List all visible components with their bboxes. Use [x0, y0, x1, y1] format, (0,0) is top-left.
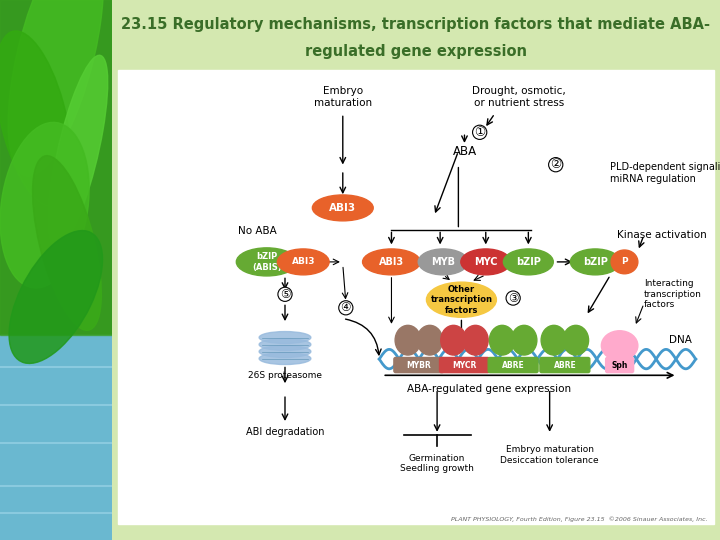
Ellipse shape — [259, 339, 311, 350]
Text: Other
transcription
factors: Other transcription factors — [431, 285, 492, 315]
Text: MYCR: MYCR — [452, 361, 477, 369]
Text: 26S proteasome: 26S proteasome — [248, 371, 322, 380]
Text: ABA: ABA — [452, 145, 477, 158]
Bar — [112, 0, 720, 70]
Text: bZIP: bZIP — [516, 257, 541, 267]
Ellipse shape — [32, 156, 102, 330]
Text: Embryo maturation
Desiccation tolerance: Embryo maturation Desiccation tolerance — [500, 446, 599, 465]
Ellipse shape — [312, 195, 373, 221]
Text: DNA: DNA — [669, 335, 692, 345]
Text: Drought, osmotic,
or nutrient stress: Drought, osmotic, or nutrient stress — [472, 86, 566, 108]
Text: Kinase activation: Kinase activation — [616, 230, 706, 240]
Ellipse shape — [503, 249, 553, 275]
Ellipse shape — [563, 325, 588, 355]
Text: P: P — [621, 258, 628, 266]
Ellipse shape — [8, 0, 104, 176]
Text: PLANT PHYSIOLOGY, Fourth Edition, Figure 23.15  ©2006 Sinauer Associates, Inc.: PLANT PHYSIOLOGY, Fourth Edition, Figure… — [451, 517, 708, 522]
FancyBboxPatch shape — [394, 357, 444, 373]
Text: ②: ② — [550, 158, 562, 171]
Text: ABI3: ABI3 — [292, 258, 315, 266]
Ellipse shape — [9, 231, 102, 363]
Bar — [0, 335, 112, 540]
Ellipse shape — [417, 325, 443, 355]
Text: Embryo
maturation: Embryo maturation — [314, 86, 372, 108]
Ellipse shape — [395, 325, 420, 355]
FancyBboxPatch shape — [488, 357, 538, 373]
Text: Germination
Seedling growth: Germination Seedling growth — [400, 454, 474, 473]
Text: Sph: Sph — [611, 361, 628, 369]
Text: bZIP
(ABIS): bZIP (ABIS) — [252, 252, 282, 272]
Text: ④: ④ — [341, 301, 351, 314]
Text: MYC: MYC — [474, 257, 498, 267]
Ellipse shape — [236, 248, 297, 276]
Text: bZIP: bZIP — [583, 257, 608, 267]
Ellipse shape — [277, 249, 329, 275]
Ellipse shape — [259, 332, 311, 343]
Ellipse shape — [461, 249, 510, 275]
Ellipse shape — [259, 346, 311, 357]
Text: 23.15 Regulatory mechanisms, transcription factors that mediate ABA-: 23.15 Regulatory mechanisms, transcripti… — [121, 17, 711, 32]
Text: No ABA: No ABA — [238, 226, 277, 236]
Ellipse shape — [0, 123, 89, 288]
Text: ⑤: ⑤ — [280, 288, 290, 301]
Ellipse shape — [0, 31, 71, 207]
Circle shape — [611, 250, 638, 274]
Ellipse shape — [463, 325, 488, 355]
Ellipse shape — [490, 325, 515, 355]
Bar — [0, 0, 112, 335]
Ellipse shape — [570, 249, 620, 275]
Ellipse shape — [418, 249, 468, 275]
Text: Interacting
transcription
factors: Interacting transcription factors — [644, 279, 702, 309]
Ellipse shape — [541, 325, 567, 355]
Ellipse shape — [363, 249, 420, 275]
Bar — [0, 0, 112, 335]
Text: ①: ① — [474, 126, 485, 139]
Text: ABI3: ABI3 — [329, 203, 356, 213]
Text: regulated gene expression: regulated gene expression — [305, 44, 527, 59]
Ellipse shape — [48, 55, 108, 247]
Ellipse shape — [601, 330, 638, 361]
FancyBboxPatch shape — [606, 357, 634, 373]
FancyBboxPatch shape — [439, 357, 490, 373]
Text: PLD-dependent signaling,
miRNA regulation: PLD-dependent signaling, miRNA regulatio… — [611, 162, 720, 184]
Bar — [117, 70, 714, 524]
Text: ABRE: ABRE — [554, 361, 576, 369]
FancyBboxPatch shape — [540, 357, 590, 373]
Text: ABA-regulated gene expression: ABA-regulated gene expression — [407, 384, 571, 394]
Text: MYBR: MYBR — [407, 361, 431, 369]
Text: ABI degradation: ABI degradation — [246, 427, 324, 437]
Ellipse shape — [426, 282, 496, 317]
Ellipse shape — [511, 325, 537, 355]
Text: ABRE: ABRE — [502, 361, 524, 369]
Text: MYB: MYB — [431, 257, 455, 267]
Text: ABI3: ABI3 — [379, 257, 404, 267]
Ellipse shape — [441, 325, 467, 355]
Text: ③: ③ — [508, 292, 518, 305]
Ellipse shape — [259, 353, 311, 364]
